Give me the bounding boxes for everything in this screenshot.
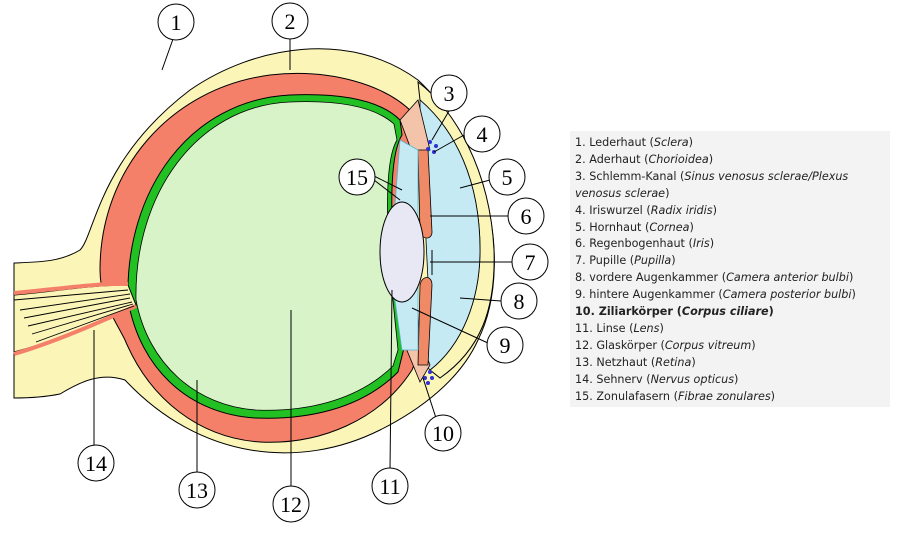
- legend-item-15: 15. Zonulafasern (Fibrae zonulares): [575, 389, 776, 403]
- legend-item-number: 10.: [575, 305, 595, 319]
- legend-item-german: Aderhaut: [589, 152, 641, 166]
- callout-11-label: 11: [379, 474, 400, 499]
- callout-7-label: 7: [525, 250, 536, 275]
- legend-item-number: 14.: [575, 372, 593, 386]
- legend-item-german: vordere Augenkammer: [589, 271, 719, 285]
- callout-7: 7: [511, 243, 549, 281]
- legend-item-number: 6.: [575, 237, 586, 251]
- legend-item-latin: Sclera: [653, 136, 689, 149]
- legend-item-german: Lederhaut: [589, 136, 646, 149]
- legend-item-number: 9.: [575, 288, 586, 302]
- callout-3-label: 3: [444, 81, 455, 106]
- callout-13-label: 13: [186, 478, 208, 503]
- callout-13: 13: [178, 471, 216, 509]
- legend-item-10: 10. Ziliarkörper (Corpus ciliare): [575, 305, 774, 319]
- callout-1-label: 1: [171, 10, 182, 35]
- legend-item-number: 11.: [575, 321, 593, 335]
- callout-6: 6: [507, 197, 545, 235]
- legend-item-number: 12.: [575, 338, 593, 352]
- legend-item-2: 2. Aderhaut (Chorioidea): [575, 152, 714, 166]
- legend-item-latin: Retina: [655, 355, 692, 369]
- callout-10-label: 10: [432, 421, 454, 446]
- legend-item-12: 12. Glaskörper (Corpus vitreum): [575, 338, 756, 352]
- optic-nerve-fibers: [13, 289, 135, 343]
- callout-11: 11: [371, 467, 409, 505]
- legend-item-german: Hornhaut: [589, 220, 642, 234]
- legend-item-6: 6. Regenbogenhaut (Iris): [575, 237, 715, 251]
- callout-4-label: 4: [477, 122, 488, 147]
- legend-item-latin: Radix iridis: [650, 203, 713, 217]
- legend-item-german: Pupille: [589, 254, 627, 268]
- legend-item-latin: Lens: [633, 321, 660, 335]
- callout-12-label: 12: [280, 492, 302, 517]
- legend-item-latin: Cornea: [649, 220, 690, 234]
- legend-item-number: 5.: [575, 220, 586, 234]
- callout-1: 1: [157, 3, 195, 41]
- legend-item-13: 13. Netzhaut (Retina): [575, 355, 696, 369]
- callout-14: 14: [77, 444, 115, 482]
- legend-item-latin: Corpus vitreum: [664, 338, 752, 352]
- legend-item-latin: Pupilla: [634, 254, 672, 268]
- legend-item-latin: Fibrae zonulares: [677, 389, 771, 403]
- callout-5: 5: [488, 158, 526, 196]
- callout-2-label: 2: [285, 9, 296, 34]
- legend-item-latin: Chorioidea: [648, 152, 709, 166]
- callout-3: 3: [430, 74, 468, 112]
- legend-item-german: Linse: [596, 321, 626, 335]
- legend-item-german: Netzhaut: [596, 355, 648, 369]
- eye-cross-section-diagram: 1 2 3 4 5 6 7 8 9 10 11 12 13 14 15: [13, 2, 549, 523]
- legend-item-8: 8. vordere Augenkammer (Camera anterior …: [575, 271, 854, 285]
- legend-item-latin: Nervus opticus: [650, 372, 735, 386]
- legend-item-number: 7.: [575, 254, 586, 268]
- legend-item-number: 15.: [575, 389, 593, 403]
- legend-item-1: 1. Lederhaut (Sclera): [575, 136, 693, 149]
- legend-item-3: 3. Schlemm-Kanal (Sinus venosus sclerae/…: [575, 169, 849, 200]
- legend-item-german: Zonulafasern: [596, 389, 671, 403]
- lens: [379, 201, 425, 303]
- legend-item-number: 3.: [575, 169, 586, 183]
- callout-8-label: 8: [514, 289, 525, 314]
- callout-12: 12: [272, 485, 310, 523]
- legend-item-latin: Sinus venosus sclerae/Plexus venosus scl…: [575, 169, 849, 200]
- anterior-chamber: [419, 99, 481, 371]
- legend-item-latin: Corpus ciliare: [681, 305, 769, 319]
- callout-9-label: 9: [500, 333, 511, 358]
- legend-item-14: 14. Sehnerv (Nervus opticus): [575, 372, 739, 386]
- callout-10: 10: [424, 414, 462, 452]
- legend-item-german: Iriswurzel: [589, 203, 643, 217]
- legend-item-9: 9. hintere Augenkammer (Camera posterior…: [575, 288, 856, 302]
- legend-item-4: 4. Iriswurzel (Radix iridis): [575, 203, 717, 217]
- optic-nerve-sheath-lower: [13, 304, 137, 356]
- legend-item-number: 1.: [575, 136, 586, 149]
- legend-item-german: Regenbogenhaut: [589, 237, 685, 251]
- callout-6-label: 6: [521, 204, 532, 229]
- legend-item-latin: Iris: [692, 237, 710, 251]
- legend-item-number: 8.: [575, 271, 586, 285]
- optic-nerve-sheath: [13, 281, 129, 295]
- callout-9: 9: [486, 326, 524, 364]
- legend-item-german: hintere Augenkammer: [589, 288, 715, 302]
- legend-item-latin: Camera posterior bulbi: [722, 288, 852, 302]
- legend-item-number: 4.: [575, 203, 586, 217]
- callout-5-label: 5: [502, 165, 513, 190]
- legend-item-5: 5. Hornhaut (Cornea): [575, 220, 694, 234]
- callout-14-label: 14: [85, 451, 107, 476]
- legend-item-number: 13.: [575, 355, 593, 369]
- legend-item-german: Glaskörper: [596, 338, 657, 352]
- legend-item-german: Schlemm-Kanal: [589, 169, 677, 183]
- legend-item-german: Sehnerv: [596, 372, 643, 386]
- legend-item-number: 2.: [575, 152, 586, 166]
- iris-lower: [417, 277, 433, 366]
- legend-item-latin: Camera anterior bulbi: [726, 271, 849, 285]
- legend-item-11: 11. Linse (Lens): [575, 321, 664, 335]
- legend-panel: 1. Lederhaut (Sclera) 2. Aderhaut (Chorio…: [570, 131, 890, 407]
- callout-15-label: 15: [346, 165, 368, 190]
- callout-4: 4: [463, 115, 501, 153]
- callout-15: 15: [338, 158, 376, 196]
- legend-item-7: 7. Pupille (Pupilla): [575, 254, 676, 268]
- callout-2: 2: [271, 2, 309, 40]
- callout-8: 8: [500, 282, 538, 320]
- legend-item-german: Ziliarkörper: [598, 305, 673, 319]
- leader-lines: [93, 38, 512, 488]
